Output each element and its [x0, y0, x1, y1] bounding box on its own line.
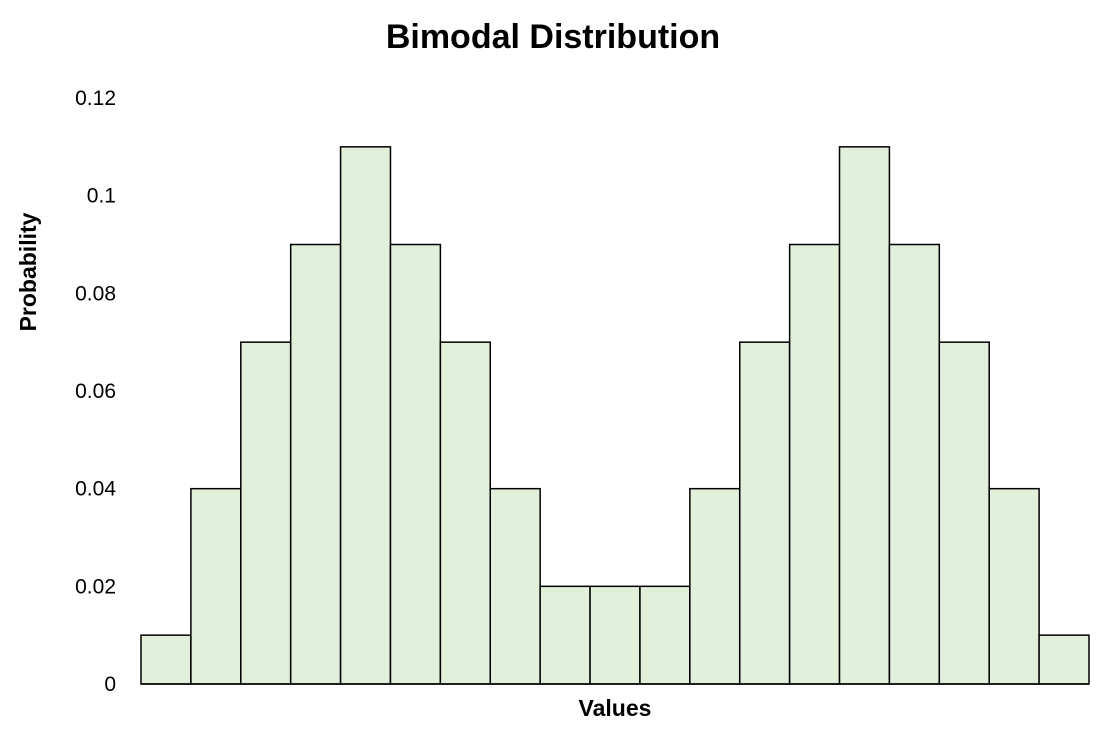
y-axis-label: Probability	[15, 212, 41, 331]
y-axis-ticks: 0 0.02 0.04 0.06 0.08 0.1 0.12	[75, 87, 116, 696]
y-tick-label: 0.1	[87, 185, 116, 208]
y-tick-label: 0	[104, 673, 116, 696]
y-tick-label: 0.08	[75, 282, 116, 305]
bar	[639, 585, 691, 685]
y-tick-label: 0.02	[75, 575, 116, 598]
y-tick-label: 0.12	[75, 87, 116, 110]
x-axis-label: Values	[579, 695, 652, 721]
bar	[140, 634, 192, 685]
bar	[339, 146, 392, 685]
y-tick-label: 0.06	[75, 380, 116, 403]
chart-title: Bimodal Distribution	[386, 18, 720, 56]
bar	[938, 341, 990, 685]
bar	[988, 487, 1040, 685]
bar	[389, 243, 442, 685]
bar	[788, 243, 841, 685]
bar	[888, 243, 941, 685]
bar	[240, 341, 292, 685]
bar	[838, 146, 891, 685]
y-tick-label: 0.04	[75, 478, 116, 501]
bar	[689, 487, 741, 685]
bars-group	[140, 146, 1090, 685]
bar	[489, 487, 541, 685]
bar	[738, 341, 791, 685]
bar	[190, 487, 242, 685]
bar	[1038, 634, 1090, 685]
bar	[539, 585, 591, 685]
bar	[289, 243, 342, 685]
bar	[439, 341, 492, 685]
bar	[589, 585, 641, 685]
